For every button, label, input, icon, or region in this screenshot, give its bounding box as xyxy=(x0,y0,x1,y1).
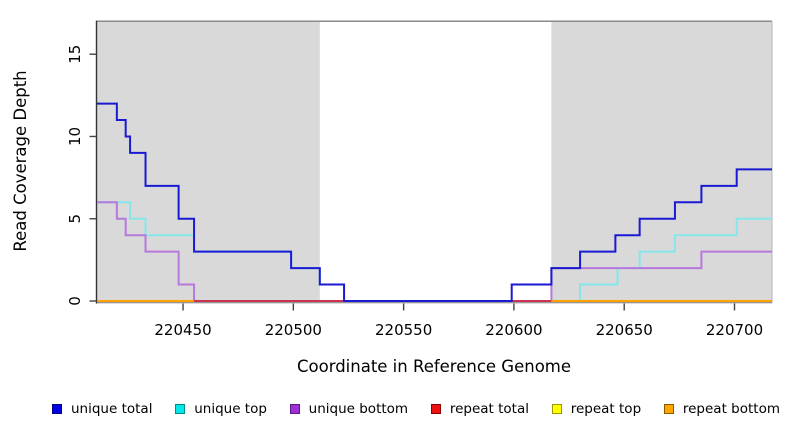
x-tick-label: 220550 xyxy=(375,321,432,339)
series-unique-bottom xyxy=(97,201,772,302)
x-tick-label: 220650 xyxy=(596,321,653,339)
x-tick-label: 220700 xyxy=(706,321,763,339)
legend-swatch xyxy=(663,404,674,414)
legend-item: unique total xyxy=(52,401,152,417)
y-tick-label: 5 xyxy=(66,214,84,224)
legend-item-label: unique total xyxy=(71,401,153,417)
shaded-repeat-region xyxy=(551,21,772,303)
legend-item: repeat top xyxy=(551,401,642,417)
coverage-chart: 220450 220500 220550 220600 220650 220700 0 5 10… xyxy=(11,20,773,376)
x-tick-label: 220600 xyxy=(485,321,542,339)
legend-item-label: repeat bottom xyxy=(682,401,780,417)
legend-item-label: unique top xyxy=(194,401,267,417)
y-tick-label: 15 xyxy=(66,45,84,64)
legend: unique total unique top unique bottom repea… xyxy=(52,397,780,421)
series-unique-total xyxy=(97,102,772,302)
legend-swatch xyxy=(430,404,441,414)
legend-item: unique bottom xyxy=(289,401,409,417)
legend-item-label: unique bottom xyxy=(308,401,409,417)
legend-swatch xyxy=(175,404,186,414)
legend-item: unique top xyxy=(175,401,267,417)
legend-item-label: repeat total xyxy=(449,401,529,417)
y-tick-label: 10 xyxy=(66,127,84,146)
legend-swatch xyxy=(551,404,562,414)
x-tick-label: 220500 xyxy=(265,321,322,339)
shaded-repeat-region xyxy=(97,21,320,303)
legend-item: repeat total xyxy=(430,401,529,417)
legend-item: repeat bottom xyxy=(663,401,780,417)
legend-swatch xyxy=(52,404,62,414)
y-tick-label: 0 xyxy=(66,296,84,306)
x-tick-label: 220450 xyxy=(154,321,211,339)
legend-item-label: repeat top xyxy=(570,401,642,417)
legend-swatch xyxy=(289,404,300,414)
y-axis-title: Read Coverage Depth xyxy=(11,70,30,251)
x-axis-title: Coordinate in Reference Genome xyxy=(297,357,571,376)
